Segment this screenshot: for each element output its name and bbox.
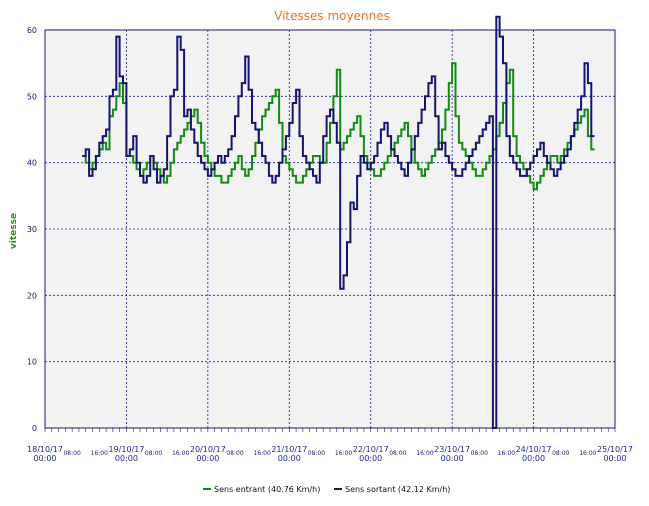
x-minor-tick-label: 08:00 xyxy=(552,450,569,457)
chart-title: Vitesses moyennes xyxy=(274,9,390,23)
x-tick-date: 19/10/17 xyxy=(108,445,144,454)
legend: Sens entrant (40.76 Km/h) Sens sortant (4… xyxy=(203,485,450,494)
y-tick-label: 40 xyxy=(27,159,37,168)
x-minor-tick-label: 08:00 xyxy=(308,450,325,457)
x-tick-time: 00:00 xyxy=(33,454,56,463)
y-tick-label: 0 xyxy=(32,424,37,433)
x-minor-tick-label: 08:00 xyxy=(226,450,243,457)
x-tick-date: 24/10/17 xyxy=(516,445,552,454)
legend-label: Sens entrant (40.76 Km/h) xyxy=(214,485,320,494)
y-axis-ticks: 0 10 20 30 40 50 60 xyxy=(27,26,37,433)
series-lines xyxy=(82,15,595,429)
x-tick-time: 00:00 xyxy=(359,454,382,463)
x-minor-tick-label: 16:00 xyxy=(579,450,596,457)
x-tick-date: 21/10/17 xyxy=(271,445,307,454)
x-tick-time: 00:00 xyxy=(603,454,626,463)
x-minor-tick-label: 08:00 xyxy=(389,450,406,457)
plot-area xyxy=(44,29,616,429)
y-axis-label: vitesse xyxy=(9,213,19,249)
y-tick-label: 60 xyxy=(27,26,37,35)
x-tick-date: 25/10/17 xyxy=(597,445,633,454)
x-tick-date: 23/10/17 xyxy=(434,445,470,454)
x-minor-tick-label: 16:00 xyxy=(172,450,189,457)
x-tick-date: 20/10/17 xyxy=(190,445,226,454)
x-tick-time: 00:00 xyxy=(441,454,464,463)
y-tick-label: 20 xyxy=(27,291,37,300)
x-minor-tick-label: 08:00 xyxy=(63,450,80,457)
legend-label: Sens sortant (42.12 Km/h) xyxy=(345,485,450,494)
x-minor-tick-label: 08:00 xyxy=(471,450,488,457)
x-minor-tick-label: 16:00 xyxy=(253,450,270,457)
y-tick-label: 50 xyxy=(27,92,37,101)
x-tick-time: 00:00 xyxy=(522,454,545,463)
x-tick-date: 18/10/17 xyxy=(27,445,63,454)
x-minor-tick-label: 16:00 xyxy=(335,450,352,457)
x-minor-tick-label: 16:00 xyxy=(498,450,515,457)
x-tick-time: 00:00 xyxy=(115,454,138,463)
x-minor-tick-label: 16:00 xyxy=(91,450,108,457)
x-tick-time: 00:00 xyxy=(196,454,219,463)
series-line-2 xyxy=(82,15,595,429)
x-minor-tick-label: 08:00 xyxy=(145,450,162,457)
y-tick-label: 10 xyxy=(27,358,37,367)
y-tick-label: 30 xyxy=(27,225,37,234)
x-tick-time: 00:00 xyxy=(278,454,301,463)
x-minor-tick-label: 16:00 xyxy=(416,450,433,457)
x-tick-date: 22/10/17 xyxy=(353,445,389,454)
